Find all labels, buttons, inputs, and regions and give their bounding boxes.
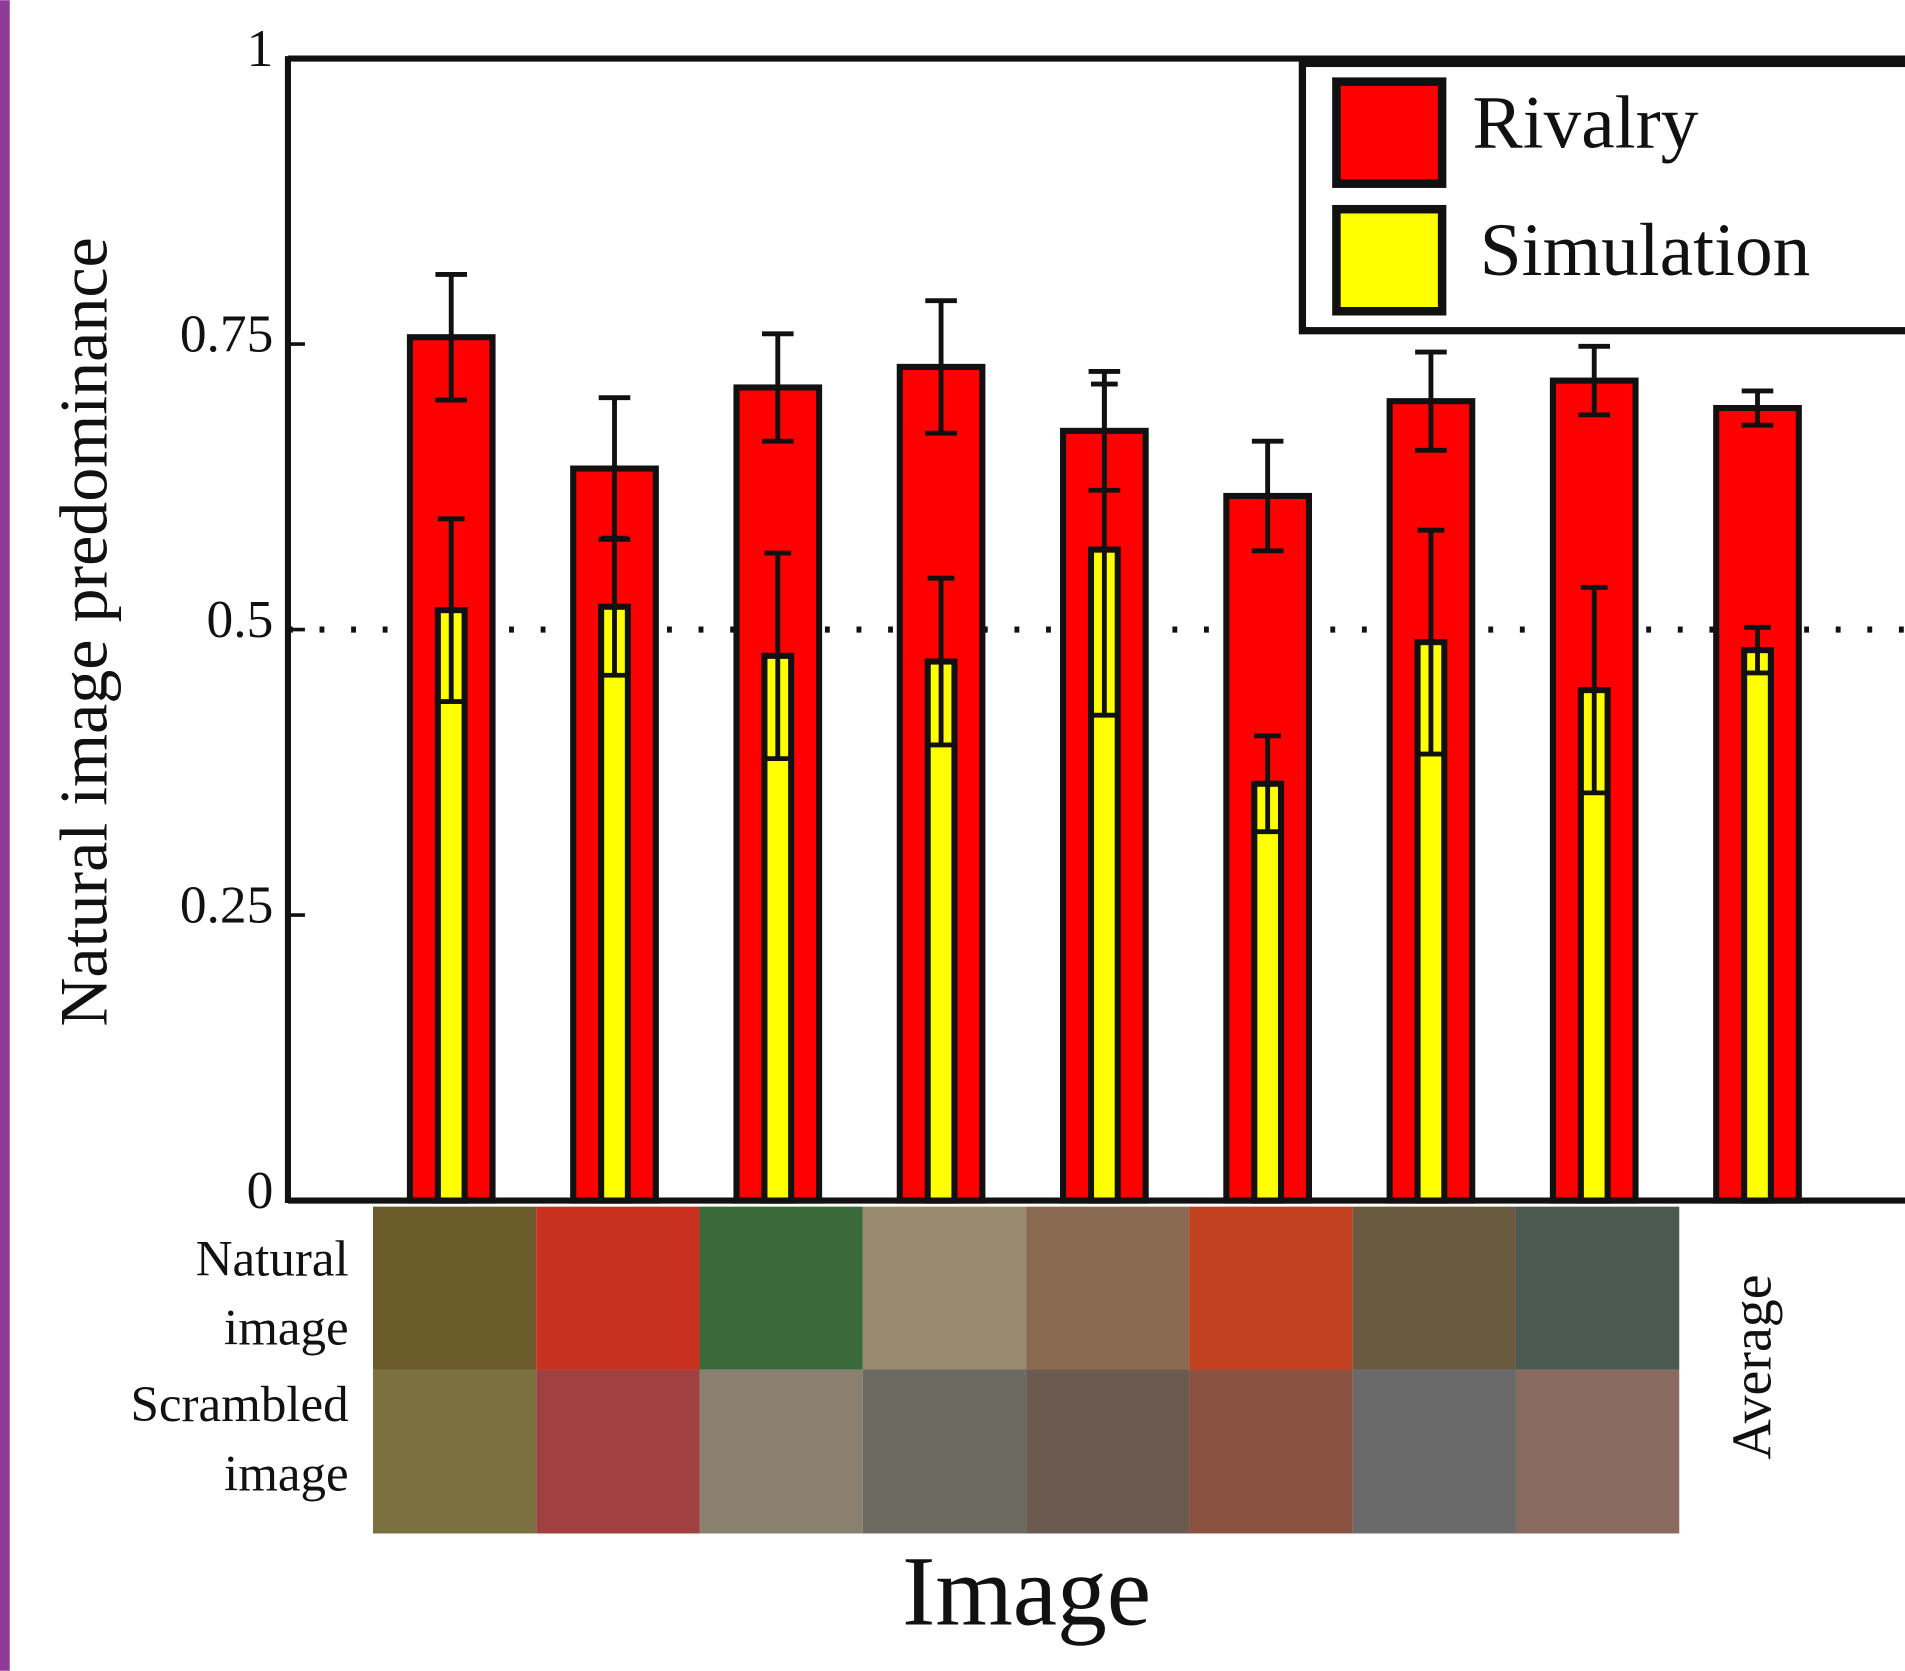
error-bar [601, 535, 628, 678]
error-bar [762, 331, 794, 444]
row-label: Scrambled [131, 1377, 349, 1433]
x-axis-label: Image [902, 1535, 1151, 1646]
error-bar [435, 271, 468, 403]
error-bar [1254, 733, 1282, 835]
natural-thumbnail [372, 1206, 537, 1370]
error-bar [1578, 343, 1611, 418]
error-bar [1251, 438, 1284, 554]
natural-thumbnail [699, 1206, 863, 1370]
row-label: Natural [196, 1231, 349, 1287]
natural-thumbnail [1189, 1206, 1353, 1370]
error-bar [1744, 624, 1771, 676]
error-bar [1417, 527, 1445, 757]
x-tick-label: Average [1721, 1274, 1783, 1459]
error-bar [1741, 388, 1774, 428]
y-tick-label: 1 [247, 18, 274, 78]
scrambled-thumbnail [699, 1369, 863, 1534]
row-label: image [224, 1447, 349, 1503]
scrambled-thumbnail [536, 1369, 700, 1534]
natural-thumbnail [1515, 1206, 1680, 1370]
legend-label: Rivalry [1472, 82, 1698, 165]
legend: Rivalry Simulation [1298, 59, 1905, 335]
error-bar [1580, 584, 1608, 796]
scrambled-thumbnail [372, 1369, 537, 1534]
scrambled-thumbnail [1189, 1369, 1353, 1534]
y-tick-label: 0 [247, 1160, 274, 1220]
error-bar [1091, 381, 1118, 718]
y-axis-label: Natural image predominance [46, 237, 122, 1026]
scrambled-thumbnail [862, 1369, 1027, 1534]
row-label: image [224, 1301, 349, 1357]
scrambled-thumbnail [1026, 1369, 1190, 1534]
natural-thumbnail [1352, 1206, 1516, 1370]
y-tick-label: 0.25 [180, 874, 274, 934]
legend-swatch [1332, 77, 1447, 188]
natural-thumbnail [862, 1206, 1027, 1370]
image-thumbnails [372, 1206, 1680, 1534]
error-bar [925, 298, 957, 436]
bar [1741, 647, 1774, 1204]
legend-swatch [1332, 204, 1447, 316]
scrambled-thumbnail [1352, 1369, 1516, 1534]
y-tick-label: 0.75 [180, 303, 274, 363]
side-stripe [0, 0, 10, 1671]
error-bar [764, 550, 792, 762]
error-bar [927, 575, 955, 748]
natural-thumbnail [1026, 1206, 1190, 1370]
natural-thumbnail [536, 1206, 700, 1370]
scrambled-thumbnail [1515, 1369, 1680, 1534]
bar [598, 603, 631, 1204]
error-bar [1415, 349, 1447, 453]
legend-label: Simulation [1480, 209, 1811, 292]
error-bar [437, 516, 465, 704]
y-tick-label: 0.5 [207, 589, 274, 649]
bar [1251, 780, 1285, 1204]
